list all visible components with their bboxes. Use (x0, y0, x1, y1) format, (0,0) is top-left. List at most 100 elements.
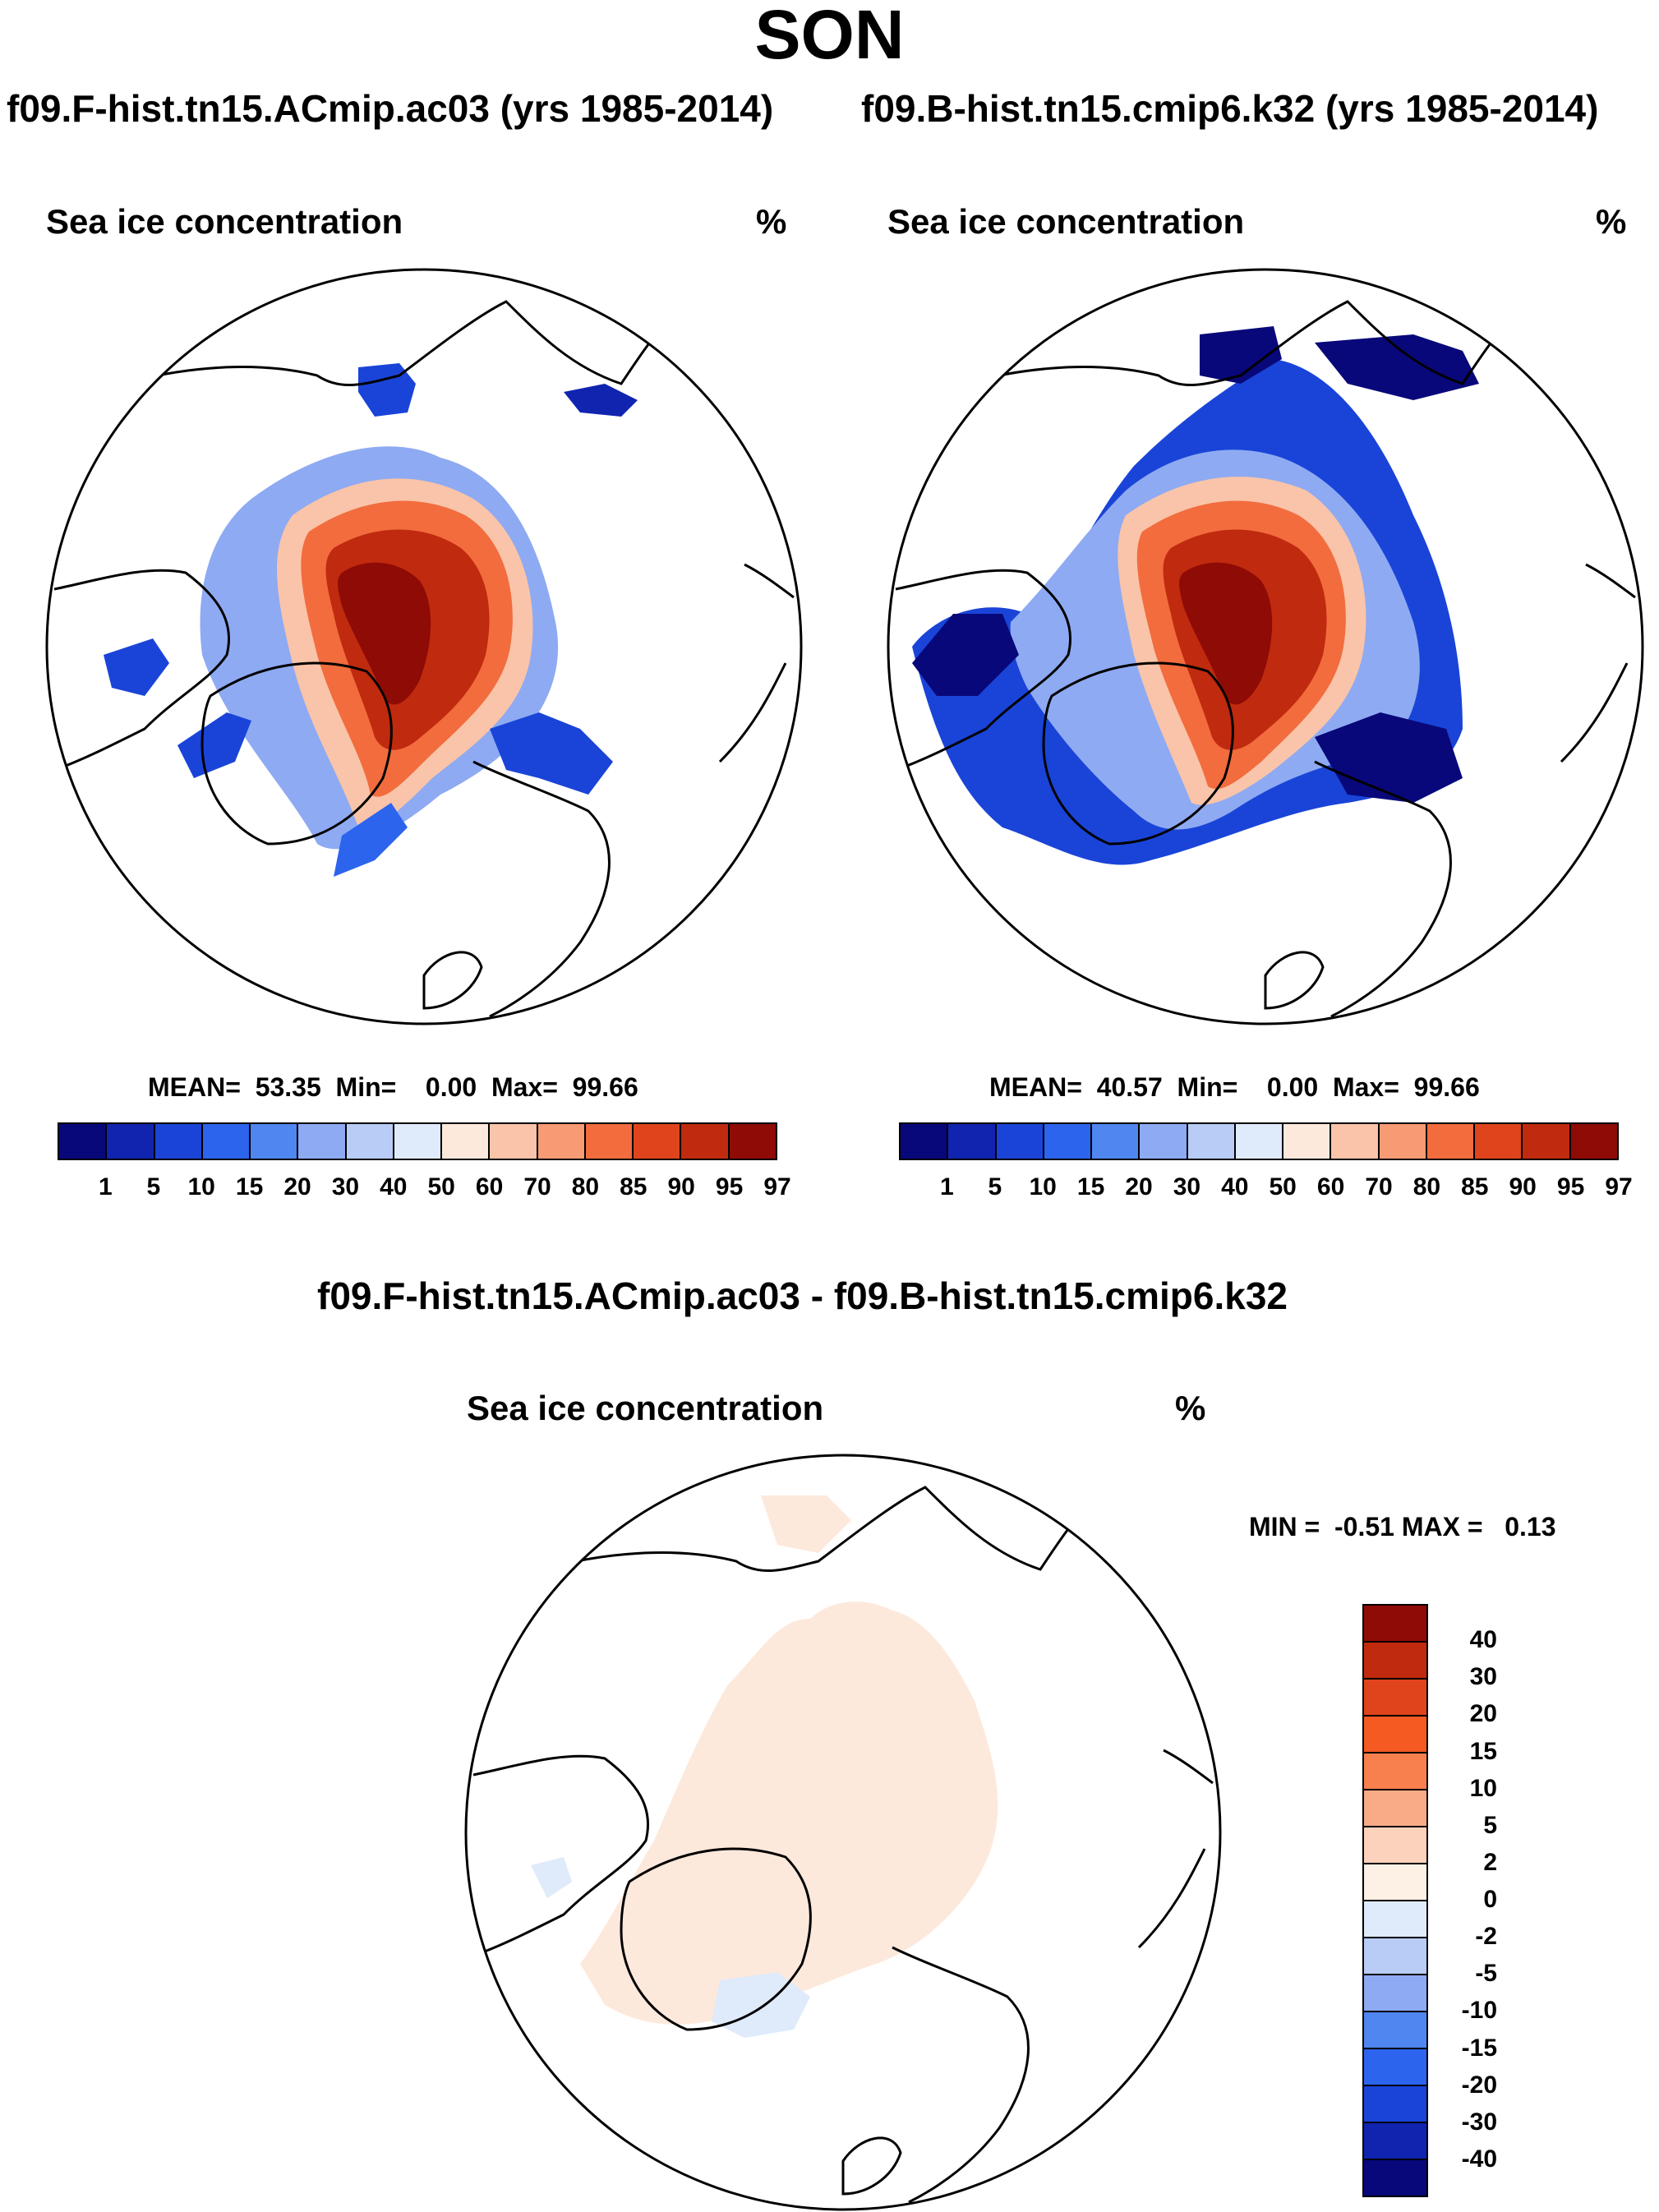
colorbar-tick-label: 5 (988, 1173, 1002, 1200)
colorbar-tick-label: 20 (1125, 1173, 1153, 1200)
colorbar-tick-label: 5 (146, 1173, 161, 1200)
colorbar-tick-label: 0 (1483, 1886, 1497, 1913)
colorbar-tick-label: 80 (1412, 1173, 1441, 1200)
colorbar-tick-label: 20 (1469, 1700, 1497, 1728)
colorbar-tick-label: -40 (1461, 2145, 1497, 2173)
colorbar-swatch (394, 1124, 443, 1159)
colorbar-swatch (1364, 1975, 1426, 2012)
colorbar-tick-label: 95 (1556, 1173, 1585, 1200)
colorbar-tick-label: -2 (1475, 1923, 1497, 1951)
colorbar-swatch (901, 1124, 949, 1159)
colorbar-swatch (1475, 1124, 1523, 1159)
colorbar-tick-label: 70 (523, 1173, 551, 1200)
colorbar-swatch (1092, 1124, 1141, 1159)
colorbar-tick-label: 15 (235, 1173, 264, 1200)
colorbar-tick-label: 85 (1461, 1173, 1489, 1200)
colorbar-swatch (346, 1124, 394, 1159)
colorbar-swatch (681, 1124, 730, 1159)
left-patch-labrador (177, 712, 251, 778)
colorbar-tick-label: -5 (1475, 1960, 1497, 1988)
colorbar-swatch (1364, 1717, 1426, 1753)
colorbar-tick-label: 90 (667, 1173, 695, 1200)
colorbar-swatch (1364, 2123, 1426, 2160)
right-patch-bering (1315, 334, 1479, 400)
right-case-title: f09.B-hist.tn15.cmip6.k32 (yrs 1985-2014… (861, 87, 1599, 130)
diff-positive-region (580, 1601, 998, 2025)
colorbar-tick-label: -20 (1461, 2071, 1497, 2099)
colorbar-tick-label: -10 (1461, 1997, 1497, 2025)
colorbar-swatch (59, 1124, 108, 1159)
colorbar-swatch (1235, 1124, 1284, 1159)
colorbar-swatch (154, 1124, 203, 1159)
colorbar-swatch (1364, 1753, 1426, 1790)
colorbar-tick-label: 1 (99, 1173, 113, 1200)
colorbar-tick-label: 40 (1469, 1626, 1497, 1654)
diff-negative-patch-2 (531, 1857, 572, 1898)
colorbar-swatch (1044, 1124, 1093, 1159)
left-panel-units: % (756, 202, 787, 241)
colorbar-swatch (1364, 1606, 1426, 1643)
left-patch-barents (490, 712, 613, 795)
colorbar-swatch (729, 1124, 776, 1159)
colorbar-tick-label: -15 (1461, 2034, 1497, 2062)
right-colorbar (899, 1122, 1619, 1160)
colorbar-swatch (585, 1124, 634, 1159)
diff-case-title: f09.F-hist.tn15.ACmip.ac03 - f09.B-hist.… (317, 1274, 1288, 1317)
colorbar-swatch (1570, 1124, 1617, 1159)
colorbar-swatch (1364, 1680, 1426, 1717)
left-patch-hudson (104, 638, 169, 696)
colorbar-swatch (298, 1124, 347, 1159)
left-patch-okhotsk (358, 363, 416, 417)
colorbar-tick-label: 10 (1029, 1173, 1057, 1200)
colorbar-swatch (202, 1124, 251, 1159)
colorbar-tick-label: 50 (427, 1173, 455, 1200)
colorbar-swatch (1364, 1938, 1426, 1975)
colorbar-tick-label: 1 (940, 1173, 954, 1200)
colorbar-tick-label: 70 (1365, 1173, 1393, 1200)
colorbar-swatch (634, 1124, 682, 1159)
colorbar-swatch (1364, 1864, 1426, 1901)
colorbar-swatch (537, 1124, 586, 1159)
colorbar-swatch (1364, 1790, 1426, 1827)
colorbar-swatch (251, 1124, 299, 1159)
left-ice-97 (338, 562, 431, 705)
colorbar-tick-label: 20 (283, 1173, 311, 1200)
left-panel-title: Sea ice concentration (46, 202, 403, 241)
diff-panel-title: Sea ice concentration (467, 1389, 824, 1427)
left-stats: MEAN= 53.35 Min= 0.00 Max= 99.66 (148, 1072, 638, 1102)
right-panel-units: % (1596, 202, 1627, 241)
right-ice-97 (1179, 562, 1273, 705)
colorbar-swatch (1364, 2012, 1426, 2049)
colorbar-tick-label: 40 (380, 1173, 408, 1200)
diff-positive-north (761, 1495, 851, 1553)
colorbar-tick-label: 80 (571, 1173, 600, 1200)
right-patch-barents (1315, 712, 1463, 803)
colorbar-tick-label: 95 (715, 1173, 744, 1200)
colorbar-swatch (1364, 1901, 1426, 1938)
colorbar-tick-label: 40 (1221, 1173, 1249, 1200)
colorbar-tick-label: 30 (1469, 1663, 1497, 1691)
colorbar-tick-label: 15 (1076, 1173, 1105, 1200)
colorbar-swatch (1379, 1124, 1427, 1159)
colorbar-tick-label: -30 (1461, 2108, 1497, 2136)
colorbar-swatch (1331, 1124, 1380, 1159)
colorbar-swatch (1283, 1124, 1332, 1159)
diff-stats: MIN = -0.51 MAX = 0.13 (1249, 1512, 1556, 1541)
colorbar-swatch (1187, 1124, 1236, 1159)
season-title: SON (754, 0, 905, 73)
left-colorbar (58, 1122, 777, 1160)
colorbar-tick-label: 60 (475, 1173, 504, 1200)
colorbar-swatch (1364, 2160, 1426, 2196)
right-patch-hudson (912, 614, 1019, 696)
left-patch-bering (564, 384, 638, 417)
colorbar-tick-label: 60 (1316, 1173, 1345, 1200)
colorbar-tick-label: 90 (1509, 1173, 1537, 1200)
colorbar-swatch (1364, 1827, 1426, 1864)
right-panel-title: Sea ice concentration (887, 202, 1245, 241)
colorbar-swatch (490, 1124, 538, 1159)
colorbar-tick-label: 97 (763, 1173, 791, 1200)
colorbar-tick-label: 15 (1469, 1737, 1497, 1765)
colorbar-tick-label: 97 (1605, 1173, 1633, 1200)
right-polar-map (887, 268, 1644, 1025)
colorbar-tick-label: 30 (331, 1173, 360, 1200)
